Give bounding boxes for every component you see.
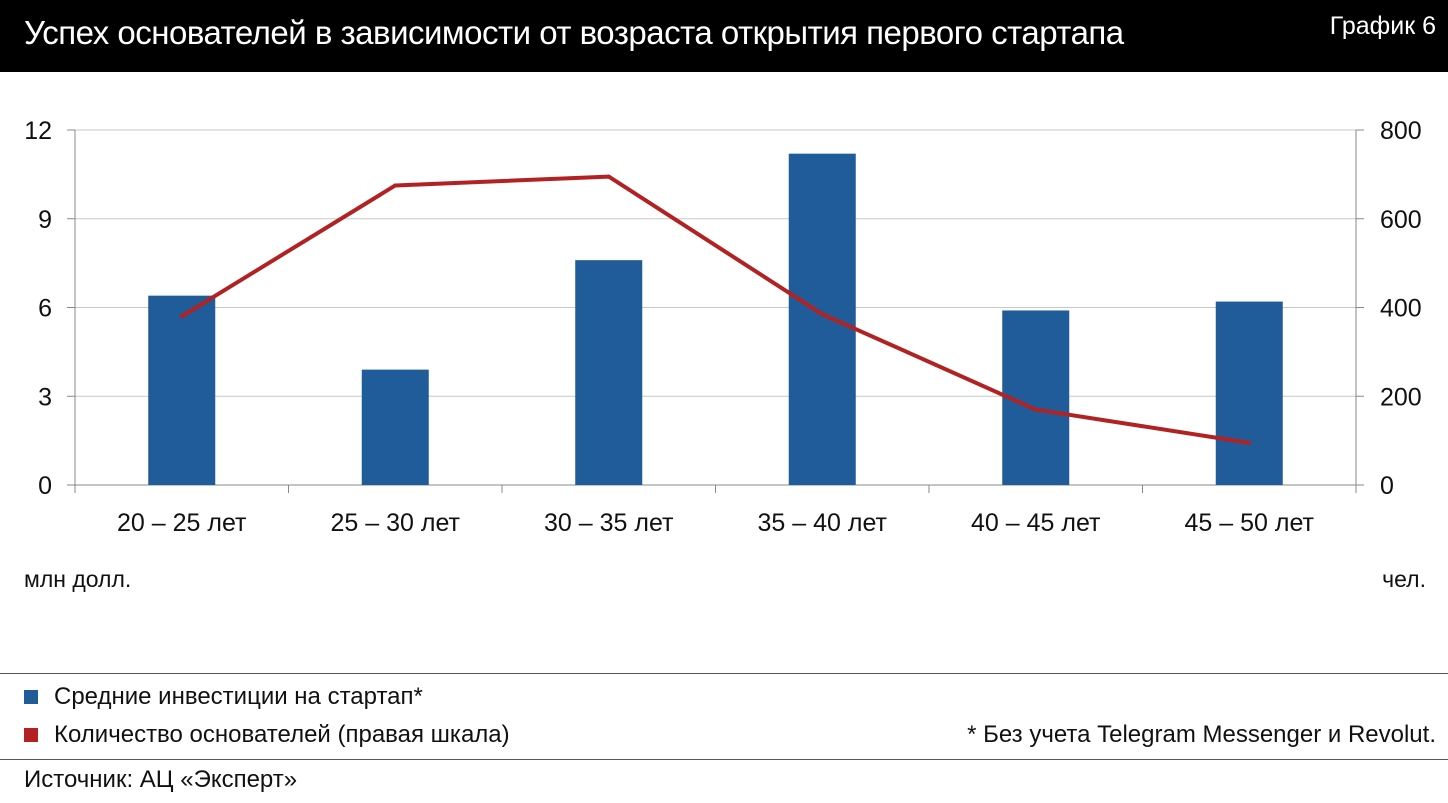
line-series xyxy=(180,174,1250,445)
right-axis-unit: чел. xyxy=(1382,566,1426,592)
line-point xyxy=(393,183,398,188)
legend-line-label: Количество основателей (правая шкала) xyxy=(54,721,510,748)
combo-chart: 0 3 6 9 12 0 200 400 600 800 20 – 25 лет 25 – 30 ле… xyxy=(24,117,1422,537)
right-tick-label: 800 xyxy=(1380,117,1422,145)
chart-number-label: График 6 xyxy=(1329,12,1436,40)
line-point xyxy=(820,312,825,317)
footnote: * Без учета Telegram Messenger и Revolut… xyxy=(967,721,1436,748)
left-axis-unit: млн долл. xyxy=(24,566,132,592)
legend-item-bar: Средние инвестиции на стартап* xyxy=(24,683,423,711)
category-label: 40 – 45 лет xyxy=(971,509,1101,537)
chart-header: Успех основателей в зависимости от возра… xyxy=(0,0,1448,72)
category-label: 25 – 30 лет xyxy=(331,509,461,537)
legend-top-rule xyxy=(0,673,1448,674)
right-tick-label: 0 xyxy=(1380,472,1394,500)
left-tick-label: 12 xyxy=(24,117,52,145)
category-label: 35 – 40 лет xyxy=(758,509,888,537)
right-tick-label: 600 xyxy=(1380,206,1422,234)
chart-title: Успех основателей в зависимости от возра… xyxy=(24,14,1124,51)
category-label: 30 – 35 лет xyxy=(544,509,674,537)
source-rule xyxy=(0,759,1448,760)
legend-bar-label: Средние инвестиции на стартап* xyxy=(54,683,423,710)
right-tick-label: 400 xyxy=(1380,295,1422,323)
line-point xyxy=(1033,407,1038,412)
bar xyxy=(148,295,216,485)
category-label: 45 – 50 лет xyxy=(1185,509,1315,537)
bar xyxy=(1215,301,1283,485)
legend-bar-swatch xyxy=(24,690,38,704)
left-tick-label: 0 xyxy=(38,472,52,500)
bar xyxy=(788,153,856,485)
right-tick-label: 200 xyxy=(1380,383,1422,411)
line-point xyxy=(179,314,184,319)
category-label: 20 – 25 лет xyxy=(117,509,247,537)
legend-line-swatch xyxy=(24,728,38,742)
legend-item-line: Количество основателей (правая шкала) xyxy=(24,721,510,749)
source-note: Источник: АЦ «Эксперт» xyxy=(24,766,298,793)
left-tick-label: 9 xyxy=(38,206,52,234)
bar xyxy=(575,260,643,485)
bar xyxy=(361,369,429,485)
line-point xyxy=(1247,440,1252,445)
line-point xyxy=(606,174,611,179)
left-tick-label: 3 xyxy=(38,383,52,411)
left-tick-label: 6 xyxy=(38,295,52,323)
